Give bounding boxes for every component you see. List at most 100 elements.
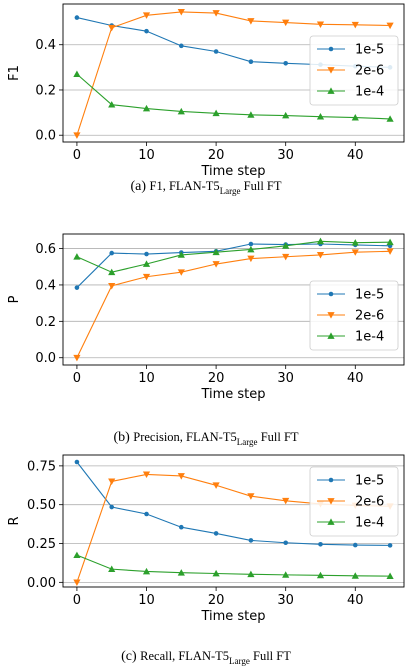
caption-subscript: Large bbox=[220, 186, 241, 196]
data-point bbox=[352, 542, 358, 548]
x-tick-label: 10 bbox=[138, 371, 155, 386]
data-point bbox=[144, 28, 149, 34]
data-point bbox=[109, 250, 115, 256]
y-tick-label: 0.0 bbox=[35, 129, 56, 144]
x-tick-label: 20 bbox=[208, 371, 225, 386]
legend-swatch-marker bbox=[327, 312, 335, 319]
data-point bbox=[386, 22, 394, 30]
caption-metric: Precision, FLAN-T5 bbox=[133, 430, 236, 444]
caption: (a) F1, FLAN-T5Large Full FT bbox=[130, 179, 281, 196]
series-1e-5 bbox=[74, 459, 393, 548]
series-line bbox=[76, 243, 391, 289]
data-point bbox=[212, 569, 220, 577]
legend-label: 1e-5 bbox=[355, 474, 384, 489]
data-point bbox=[108, 268, 116, 276]
data-point bbox=[247, 111, 255, 118]
legend-label: 1e-4 bbox=[355, 516, 384, 531]
legend: 1e-5 2e-6 1e-4 bbox=[309, 280, 399, 351]
caption: (c) Recall, FLAN-T5Large Full FT bbox=[121, 649, 291, 666]
legend-box bbox=[309, 280, 399, 351]
data-point bbox=[387, 543, 393, 548]
data-point bbox=[247, 245, 255, 253]
legend-box bbox=[309, 466, 399, 537]
caption-subscript: Large bbox=[229, 656, 250, 666]
caption-metric: Recall, FLAN-T5 bbox=[140, 649, 229, 663]
series-line bbox=[76, 11, 391, 136]
legend-swatch-marker bbox=[327, 332, 335, 339]
y-tick-label: 0.2 bbox=[35, 315, 56, 330]
data-point bbox=[316, 113, 325, 120]
data-point bbox=[177, 473, 185, 480]
data-point bbox=[351, 113, 359, 121]
caption-prefix: (c) bbox=[121, 649, 140, 664]
data-point bbox=[177, 107, 185, 115]
data-point bbox=[73, 70, 81, 78]
y-tick-label: 0.00 bbox=[27, 576, 56, 591]
y-tick-label: 0.2 bbox=[35, 83, 56, 98]
data-point bbox=[316, 21, 325, 28]
data-point bbox=[282, 497, 290, 505]
data-point bbox=[108, 24, 116, 32]
caption-prefix: (b) bbox=[113, 430, 133, 445]
data-point bbox=[179, 524, 184, 530]
data-point bbox=[73, 354, 81, 362]
legend-label: 2e-6 bbox=[355, 495, 384, 510]
data-point bbox=[74, 15, 80, 20]
series-line bbox=[76, 250, 391, 358]
data-point bbox=[283, 60, 288, 66]
data-point bbox=[73, 551, 81, 559]
data-point bbox=[282, 242, 290, 249]
caption-metric: F1, FLAN-T5 bbox=[150, 179, 220, 193]
caption-suffix: Full FT bbox=[250, 649, 291, 663]
y-axis-label: F1 bbox=[7, 65, 22, 81]
data-point bbox=[74, 459, 80, 465]
legend-label: 2e-6 bbox=[355, 64, 384, 79]
data-point bbox=[142, 104, 151, 112]
x-tick-label: 40 bbox=[347, 593, 364, 608]
legend-swatch-marker bbox=[328, 46, 334, 52]
x-axis-label: Time step bbox=[200, 609, 265, 624]
y-tick-label: 0.25 bbox=[27, 537, 56, 552]
x-tick-label: 30 bbox=[277, 371, 294, 386]
data-point bbox=[351, 21, 359, 29]
series-1e-4 bbox=[73, 237, 394, 276]
data-point bbox=[73, 132, 81, 139]
data-point bbox=[177, 251, 185, 258]
x-tick-label: 10 bbox=[138, 593, 155, 608]
data-point bbox=[248, 241, 254, 247]
series-line bbox=[76, 554, 391, 577]
data-point bbox=[108, 478, 116, 485]
data-point bbox=[316, 571, 325, 579]
data-point bbox=[316, 237, 325, 245]
series-1e-4 bbox=[73, 70, 394, 122]
data-point bbox=[212, 248, 220, 256]
y-tick-label: 0.0 bbox=[35, 351, 56, 366]
data-point bbox=[212, 10, 220, 17]
legend-label: 1e-4 bbox=[355, 330, 384, 345]
data-point bbox=[142, 471, 151, 479]
legend-box bbox=[309, 35, 399, 106]
legend: 1e-5 2e-6 1e-4 bbox=[309, 466, 399, 537]
series-2e-6 bbox=[73, 248, 394, 362]
data-point bbox=[142, 273, 151, 281]
y-tick-label: 0.4 bbox=[35, 278, 56, 293]
y-tick-label: 0.75 bbox=[27, 459, 56, 474]
data-point bbox=[213, 49, 219, 54]
x-tick-label: 0 bbox=[73, 593, 81, 608]
data-point bbox=[142, 567, 151, 575]
plot-frame bbox=[62, 3, 405, 143]
caption-subscript: Large bbox=[237, 437, 258, 447]
data-point bbox=[212, 109, 220, 117]
data-point bbox=[212, 261, 220, 268]
plot-frame bbox=[62, 233, 405, 366]
data-point bbox=[282, 571, 290, 578]
data-point bbox=[108, 282, 116, 290]
data-point bbox=[386, 238, 394, 246]
legend-swatch-marker bbox=[327, 67, 335, 74]
x-tick-label: 40 bbox=[347, 371, 364, 386]
data-point bbox=[177, 269, 185, 276]
data-point bbox=[108, 565, 116, 573]
x-tick-label: 0 bbox=[73, 371, 81, 386]
data-point bbox=[351, 239, 359, 246]
